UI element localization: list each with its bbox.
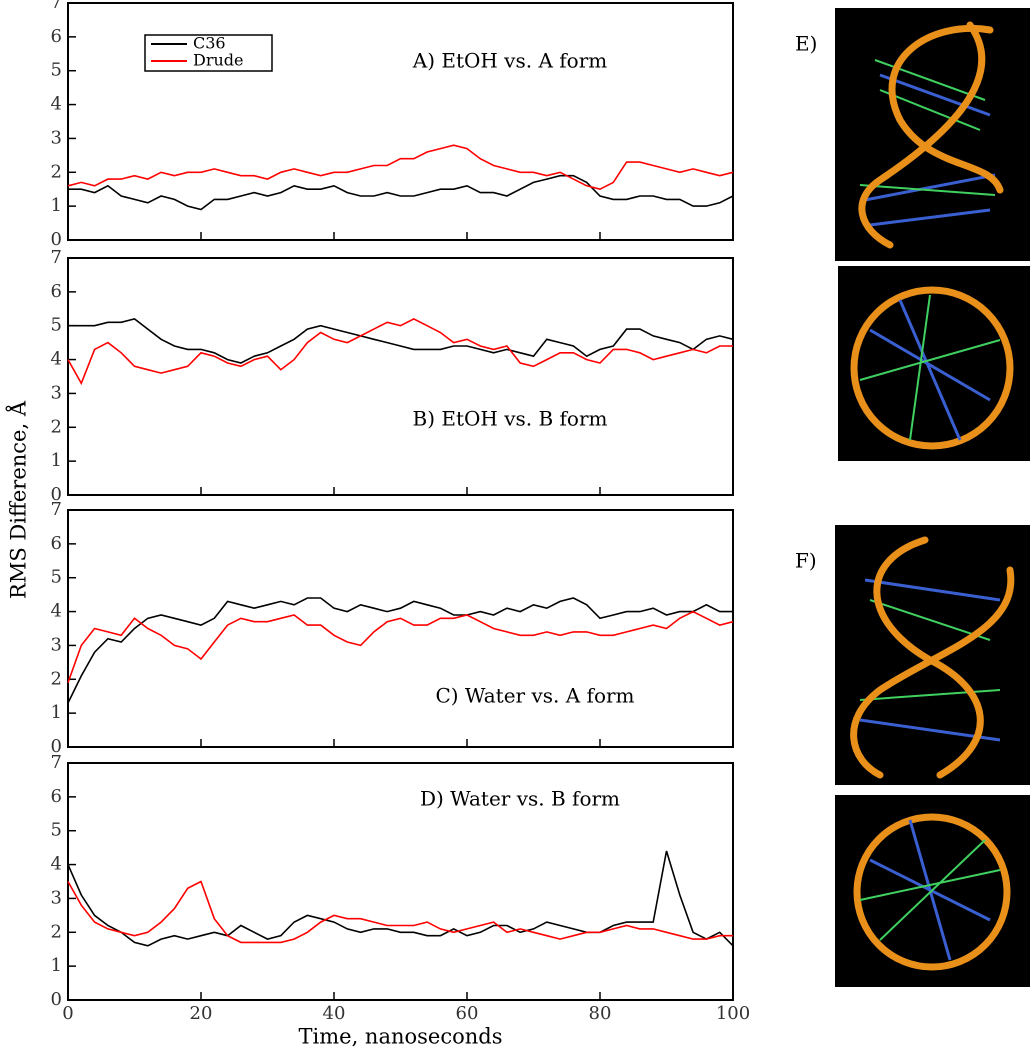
y-tick-label: 7 <box>51 499 62 520</box>
plot-frame <box>67 257 734 496</box>
series-line <box>67 880 733 944</box>
y-tick-label: 7 <box>51 247 62 268</box>
legend-label: C36 <box>193 34 226 53</box>
y-tick-label: 1 <box>51 195 62 216</box>
y-tick-label: 7 <box>51 752 62 773</box>
y-tick-label: 6 <box>51 281 62 302</box>
legend-label: Drude <box>193 51 244 70</box>
y-tick-label: 6 <box>51 786 62 807</box>
y-tick-label: 1 <box>51 955 62 976</box>
y-tick-label: 4 <box>51 601 62 622</box>
plot-frame <box>67 2 734 241</box>
y-tick-label: 5 <box>51 315 62 336</box>
y-tick-label: 5 <box>51 60 62 81</box>
plot-frame <box>67 762 734 1001</box>
y-tick-label: 3 <box>51 887 62 908</box>
x-tick-label: 60 <box>456 1003 479 1024</box>
legend-box <box>144 34 273 72</box>
y-tick-label: 2 <box>51 416 62 437</box>
y-tick-label: 4 <box>51 349 62 370</box>
annotation: A) EtOH vs. A form <box>412 49 608 73</box>
plot-frame <box>67 509 734 748</box>
image-label: F) <box>795 549 817 573</box>
y-tick-label: 5 <box>51 820 62 841</box>
annotation: D) Water vs. B form <box>420 787 620 811</box>
x-tick-label: 0 <box>62 1003 73 1024</box>
y-tick-label: 2 <box>51 921 62 942</box>
series-line <box>67 610 734 683</box>
x-tick-label: 40 <box>323 1003 346 1024</box>
y-tick-label: 0 <box>51 484 62 505</box>
series-line <box>68 318 734 364</box>
y-tick-label: 2 <box>51 668 62 689</box>
y-tick-label: 4 <box>51 854 62 875</box>
y-axis-label: RMS Difference, Å <box>6 400 31 599</box>
y-tick-label: 5 <box>51 567 62 588</box>
y-tick-label: 3 <box>51 634 62 655</box>
annotation: B) EtOH vs. B form <box>413 407 608 431</box>
y-tick-label: 4 <box>51 94 62 115</box>
y-tick-label: 0 <box>51 736 62 757</box>
image-label: E) <box>795 32 817 56</box>
annotation: C) Water vs. A form <box>435 684 634 708</box>
structure-image <box>835 8 1030 987</box>
y-tick-label: 6 <box>51 533 62 554</box>
x-axis-label: Time, nanoseconds <box>299 1025 503 1049</box>
y-tick-label: 0 <box>51 989 62 1010</box>
x-tick-label: 80 <box>589 1003 612 1024</box>
y-tick-label: 0 <box>51 229 62 250</box>
y-tick-label: 6 <box>51 26 62 47</box>
y-tick-label: 3 <box>51 382 62 403</box>
y-tick-label: 1 <box>51 702 62 723</box>
y-tick-label: 3 <box>51 127 62 148</box>
x-tick-label: 100 <box>716 1003 750 1024</box>
y-tick-label: 1 <box>51 450 62 471</box>
series-line <box>67 597 733 704</box>
x-tick-label: 20 <box>190 1003 213 1024</box>
series-line <box>67 144 734 191</box>
series-line <box>68 174 734 211</box>
y-tick-label: 7 <box>51 0 62 13</box>
series-line <box>67 318 733 386</box>
y-tick-label: 2 <box>51 161 62 182</box>
series-line <box>67 850 734 947</box>
